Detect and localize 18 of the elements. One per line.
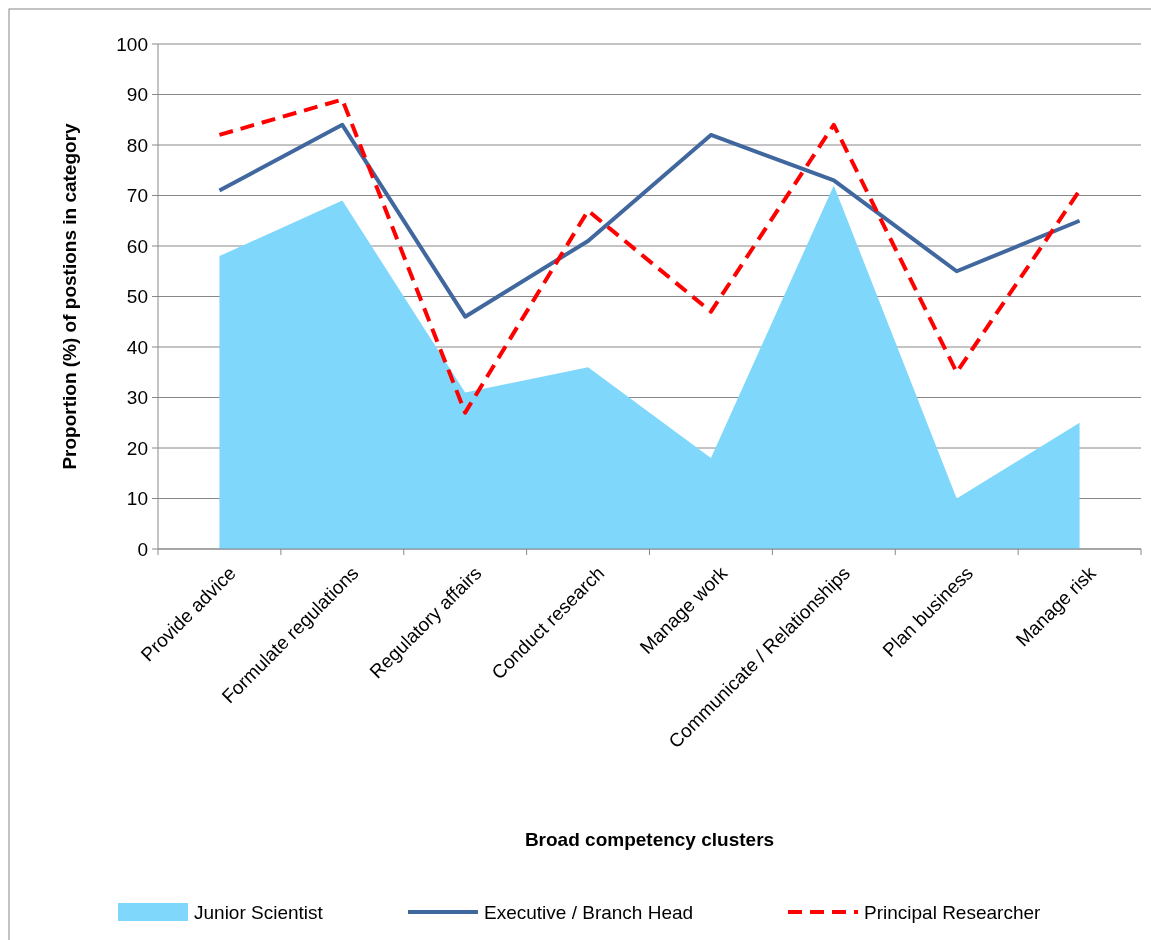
legend-label: Junior Scientist	[194, 901, 324, 923]
y-tick-label: 40	[126, 336, 148, 358]
y-tick-label: 60	[126, 235, 148, 257]
y-tick-label: 70	[126, 185, 148, 207]
y-tick-label: 50	[126, 286, 148, 308]
line-series	[217, 122, 1082, 319]
y-tick-label: 90	[126, 84, 148, 106]
y-tick-label: 80	[126, 134, 148, 156]
x-axis-title: Broad competency clusters	[524, 829, 775, 850]
y-tick-label: 20	[126, 437, 148, 459]
y-tick-label: 10	[126, 488, 148, 510]
y-tick-label: 0	[137, 538, 148, 560]
legend-label: Principal Researcher	[864, 901, 1042, 923]
y-tick-label: 100	[116, 33, 148, 55]
y-tick-label: 30	[126, 387, 148, 409]
y-axis-title: Proportion (%) of postions in category	[59, 122, 80, 470]
legend-label: Executive / Branch Head	[484, 901, 694, 923]
line-series	[217, 97, 1082, 415]
